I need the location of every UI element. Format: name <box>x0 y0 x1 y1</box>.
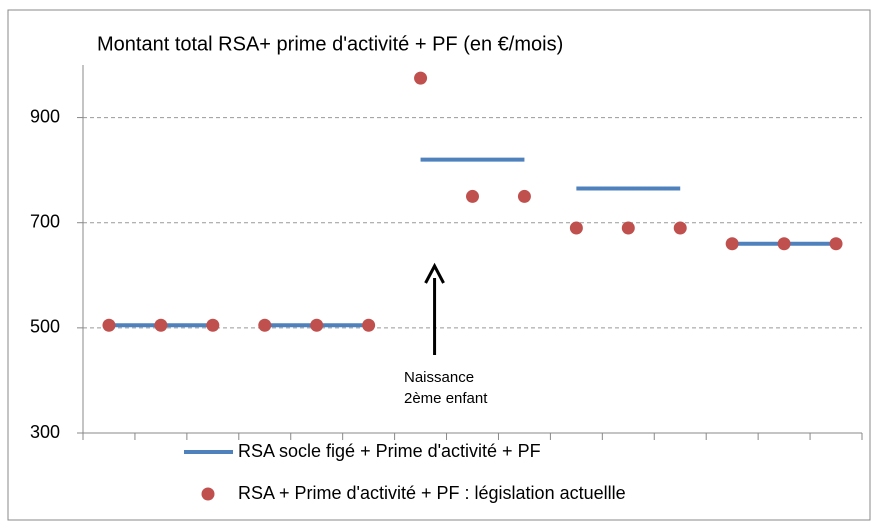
data-point <box>466 189 479 203</box>
data-point <box>569 221 583 235</box>
data-point <box>362 318 376 332</box>
chart-border <box>7 9 871 521</box>
legend-label: RSA socle figé + Prime d'activité + PF <box>238 441 541 461</box>
y-tick-label: 700 <box>30 211 60 231</box>
data-point <box>829 237 843 251</box>
legend-swatch <box>201 487 215 501</box>
data-point <box>621 221 635 235</box>
legend-label: RSA + Prime d'activité + PF : législatio… <box>238 483 626 503</box>
y-tick-label: 900 <box>30 106 60 126</box>
data-point <box>310 318 324 332</box>
data-point <box>777 237 791 251</box>
data-point <box>725 237 739 251</box>
data-point <box>517 189 531 203</box>
data-point <box>414 71 428 85</box>
annotation-text: 2ème enfant <box>404 390 488 407</box>
y-tick-label: 300 <box>30 422 60 442</box>
chart-title: Montant total RSA+ prime d'activité + PF… <box>97 33 563 55</box>
data-point <box>206 318 220 332</box>
data-point <box>154 318 168 332</box>
data-point <box>102 318 116 332</box>
data-point <box>258 318 272 332</box>
annotation-arrowhead <box>424 262 445 284</box>
y-tick-label: 500 <box>30 317 60 337</box>
annotation-text: Naissance <box>404 369 474 386</box>
data-point <box>673 221 687 235</box>
